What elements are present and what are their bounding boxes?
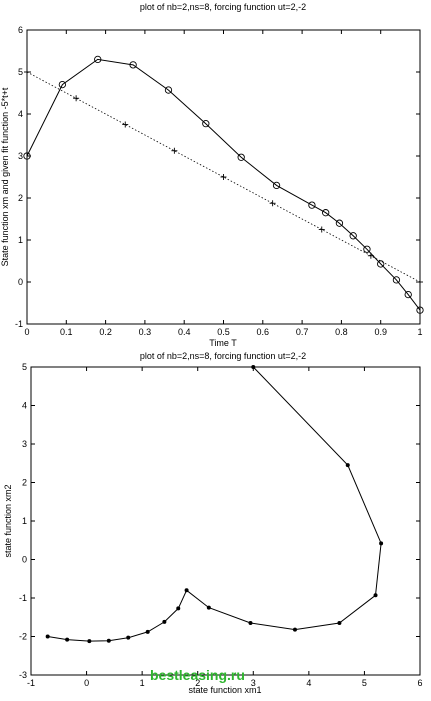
top-plot-title: plot of nb=2,ns=8, forcing function ut=2… (140, 2, 306, 12)
bottom-x-tick-label: 5 (362, 678, 367, 688)
top-x-tick-label: 0.1 (60, 327, 73, 337)
bottom-series-0-line (47, 366, 382, 642)
bottom-x-tick-label: 2 (195, 678, 200, 688)
top-y-tick-label: 4 (18, 109, 23, 119)
bottom-series-0-point (206, 605, 211, 610)
top-series-0-point (349, 232, 357, 240)
bottom-series-0-point (87, 639, 92, 644)
top-series-1-point (417, 279, 423, 285)
bottom-series-0-point (45, 634, 50, 639)
bottom-series-0-point (373, 593, 378, 598)
bottom-y-tick-label: 1 (22, 516, 27, 526)
top-y-axis-label: State function xm and given fit function… (0, 87, 10, 266)
bottom-y-tick-label: 3 (22, 439, 27, 449)
bottom-y-tick-label: 5 (22, 362, 27, 372)
top-x-tick-label: 0 (24, 327, 29, 337)
bottom-x-tick-label: -1 (27, 678, 35, 688)
top-x-tick-label: 0.6 (257, 327, 270, 337)
top-x-tick-label: 0.8 (335, 327, 348, 337)
bottom-series-0-point (176, 606, 181, 611)
bottom-y-tick-label: 2 (22, 478, 27, 488)
top-series-0-point (322, 209, 330, 217)
bottom-x-tick-label: 3 (251, 678, 256, 688)
top-y-axis-ticks: -1 0 1 2 3 4 5 6 (15, 25, 420, 329)
top-x-axis-label: Time T (209, 338, 237, 348)
top-x-tick-label: 0.9 (374, 327, 387, 337)
top-series-0-line (26, 58, 421, 311)
top-x-axis-ticks: 0 0.1 0.2 0.3 0.4 0.5 0.6 0.7 0.8 0.9 1 (24, 30, 423, 337)
top-series-0-point (377, 260, 385, 268)
bottom-series-0-point (292, 627, 297, 632)
bottom-series-0-point (126, 635, 131, 640)
top-series-1-point (367, 252, 374, 259)
bottom-series-0-point (345, 463, 350, 468)
top-y-tick-label: 5 (18, 67, 23, 77)
bottom-plot-frame (30, 366, 421, 676)
bottom-x-axis-ticks: -1 0 1 2 3 4 5 6 (27, 367, 423, 688)
bottom-y-tick-label: 0 (22, 555, 27, 565)
top-series-1-point (318, 226, 325, 233)
top-series-0-point (23, 152, 31, 160)
bottom-series-0-point (162, 619, 167, 624)
watermark-text: bestleasing.ru (150, 667, 245, 683)
bottom-y-tick-label: -3 (19, 670, 27, 680)
top-plot-series (23, 55, 424, 314)
top-series-0-point (164, 86, 173, 94)
top-y-tick-label: -1 (15, 319, 23, 329)
bottom-x-tick-label: 6 (417, 678, 422, 688)
top-series-0-point (416, 306, 424, 314)
top-series-1-line (26, 71, 421, 283)
bottom-plot: plot of nb=2,ns=8, forcing function ut=2… (3, 351, 423, 695)
bottom-series-0-point (145, 629, 150, 634)
bottom-series-0-point (251, 365, 256, 369)
top-series-0-point (58, 80, 67, 89)
top-series-1-point (220, 174, 227, 180)
bottom-x-tick-label: 0 (84, 678, 89, 688)
bottom-plot-title: plot of nb=2,ns=8, forcing function ut=2… (140, 351, 306, 361)
top-series-0-point (335, 219, 344, 227)
top-series-0-point (308, 201, 316, 209)
top-y-tick-label: 6 (18, 25, 23, 35)
bottom-plot-series (45, 365, 384, 644)
top-plot: plot of nb=2,ns=8, forcing function ut=2… (0, 2, 424, 348)
bottom-x-axis-label: state function xm1 (188, 685, 261, 695)
bottom-y-tick-label: -2 (19, 632, 27, 642)
bottom-series-0-point (248, 621, 253, 626)
top-series-0-point (392, 276, 401, 284)
bottom-series-0-point (106, 638, 111, 643)
bottom-x-tick-label: 1 (140, 678, 145, 688)
bottom-y-axis-label: state function xm2 (3, 484, 13, 557)
bottom-y-tick-label: 4 (22, 401, 27, 411)
top-series-1-point (24, 69, 30, 75)
bottom-y-axis-ticks: -3 -2 -1 0 1 2 3 4 5 (19, 362, 420, 680)
top-series-0-point (202, 120, 210, 128)
top-x-tick-label: 1 (417, 327, 422, 337)
top-series-0-point (404, 290, 412, 299)
top-x-tick-label: 0.5 (217, 327, 230, 337)
bottom-x-tick-label: 4 (306, 678, 311, 688)
bottom-series-0-point (65, 637, 70, 642)
top-y-tick-label: 3 (18, 151, 23, 161)
top-series-1-point (122, 121, 129, 128)
top-series-0-point (129, 61, 137, 69)
bottom-y-tick-label: -1 (19, 593, 27, 603)
top-y-tick-label: 0 (18, 277, 23, 287)
bottom-series-0-point (379, 541, 384, 546)
top-series-0-point (237, 153, 245, 161)
top-x-tick-label: 0.4 (178, 327, 191, 337)
top-x-tick-label: 0.2 (99, 327, 112, 337)
bottom-series-0-point (337, 621, 342, 626)
top-x-tick-label: 0.3 (139, 327, 152, 337)
bottom-series-0-point (184, 588, 189, 593)
top-series-1-point (171, 147, 178, 154)
top-series-0-point (272, 181, 281, 190)
top-y-tick-label: 2 (18, 193, 23, 203)
top-y-tick-label: 1 (18, 235, 23, 245)
top-x-tick-label: 0.7 (296, 327, 309, 337)
top-series-0-point (94, 55, 102, 64)
top-series-1-point (73, 95, 80, 102)
top-series-0-point (363, 245, 371, 253)
top-series-1-point (269, 200, 276, 207)
